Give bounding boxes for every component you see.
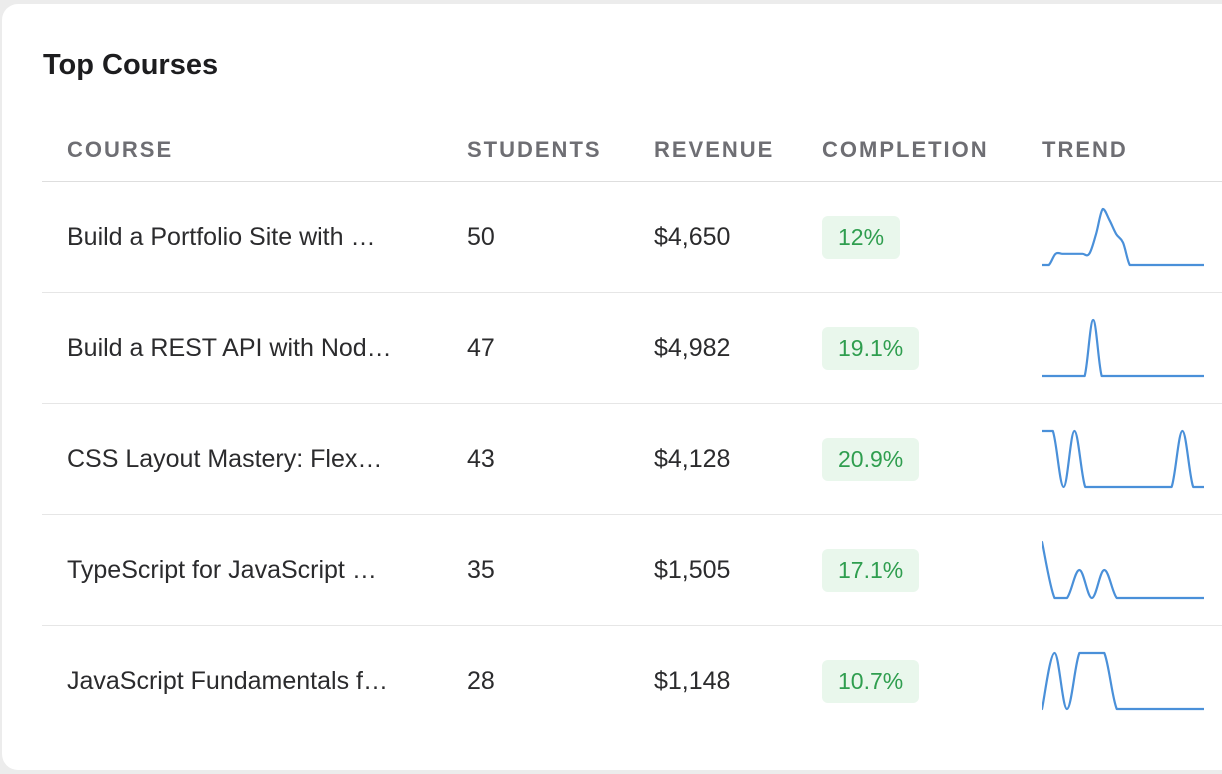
course-cell: TypeScript for JavaScript … — [67, 515, 427, 625]
table-header-row: COURSE STUDENTS REVENUE COMPLETION TREND — [42, 118, 1222, 182]
trend-line — [1042, 318, 1204, 378]
completion-badge: 10.7% — [822, 659, 920, 703]
students-cell: 28 — [467, 666, 495, 695]
completion-badge: 17.1% — [822, 548, 920, 592]
completion-cell: 12% — [822, 182, 901, 292]
trend-cell — [1042, 515, 1204, 625]
course-name: CSS Layout Mastery: Flex… — [67, 444, 383, 473]
trend-cell — [1042, 182, 1204, 292]
students-cell: 50 — [467, 222, 495, 251]
trend-sparkline — [1042, 429, 1204, 489]
completion-cell: 20.9% — [822, 404, 920, 514]
column-header-completion[interactable]: COMPLETION — [822, 136, 989, 162]
completion-badge: 19.1% — [822, 326, 920, 370]
course-name: Build a REST API with Nod… — [67, 333, 392, 362]
course-name: TypeScript for JavaScript … — [67, 555, 377, 584]
column-header-trend: TREND — [1042, 136, 1128, 162]
trend-line — [1042, 207, 1204, 267]
table-row[interactable]: CSS Layout Mastery: Flex… 43 $4,128 20.9… — [42, 404, 1222, 515]
course-cell: Build a REST API with Nod… — [67, 293, 427, 403]
revenue-cell: $1,148 — [654, 666, 731, 695]
trend-line — [1042, 651, 1204, 711]
completion-badge: 12% — [822, 215, 901, 259]
trend-sparkline — [1042, 207, 1204, 267]
table-row[interactable]: Build a Portfolio Site with … 50 $4,650 … — [42, 182, 1222, 293]
students-cell: 35 — [467, 555, 495, 584]
course-cell: Build a Portfolio Site with … — [67, 182, 427, 292]
card-title: Top Courses — [43, 49, 219, 81]
trend-sparkline — [1042, 540, 1204, 600]
revenue-cell: $4,650 — [654, 222, 731, 251]
table-row[interactable]: Build a REST API with Nod… 47 $4,982 19.… — [42, 293, 1222, 404]
completion-cell: 19.1% — [822, 293, 920, 403]
table-row[interactable]: TypeScript for JavaScript … 35 $1,505 17… — [42, 515, 1222, 626]
completion-cell: 10.7% — [822, 626, 920, 736]
revenue-cell: $1,505 — [654, 555, 731, 584]
course-cell: CSS Layout Mastery: Flex… — [67, 404, 427, 514]
students-cell: 43 — [467, 444, 495, 473]
trend-sparkline — [1042, 318, 1204, 378]
students-cell: 47 — [467, 333, 495, 362]
course-cell: JavaScript Fundamentals f… — [67, 626, 427, 736]
table-row[interactable]: JavaScript Fundamentals f… 28 $1,148 10.… — [42, 626, 1222, 736]
trend-cell — [1042, 404, 1204, 514]
courses-table: COURSE STUDENTS REVENUE COMPLETION TREND… — [42, 118, 1222, 736]
course-name: Build a Portfolio Site with … — [67, 222, 376, 251]
revenue-cell: $4,128 — [654, 444, 731, 473]
revenue-cell: $4,982 — [654, 333, 731, 362]
trend-line — [1042, 429, 1204, 489]
trend-cell — [1042, 293, 1204, 403]
course-name: JavaScript Fundamentals f… — [67, 666, 388, 695]
trend-line — [1042, 540, 1204, 600]
trend-sparkline — [1042, 651, 1204, 711]
trend-cell — [1042, 626, 1204, 736]
completion-cell: 17.1% — [822, 515, 920, 625]
column-header-course[interactable]: COURSE — [67, 136, 174, 162]
column-header-revenue[interactable]: REVENUE — [654, 136, 775, 162]
top-courses-card: Top Courses COURSE STUDENTS REVENUE COMP… — [2, 4, 1222, 770]
completion-badge: 20.9% — [822, 437, 920, 481]
column-header-students[interactable]: STUDENTS — [467, 136, 602, 162]
